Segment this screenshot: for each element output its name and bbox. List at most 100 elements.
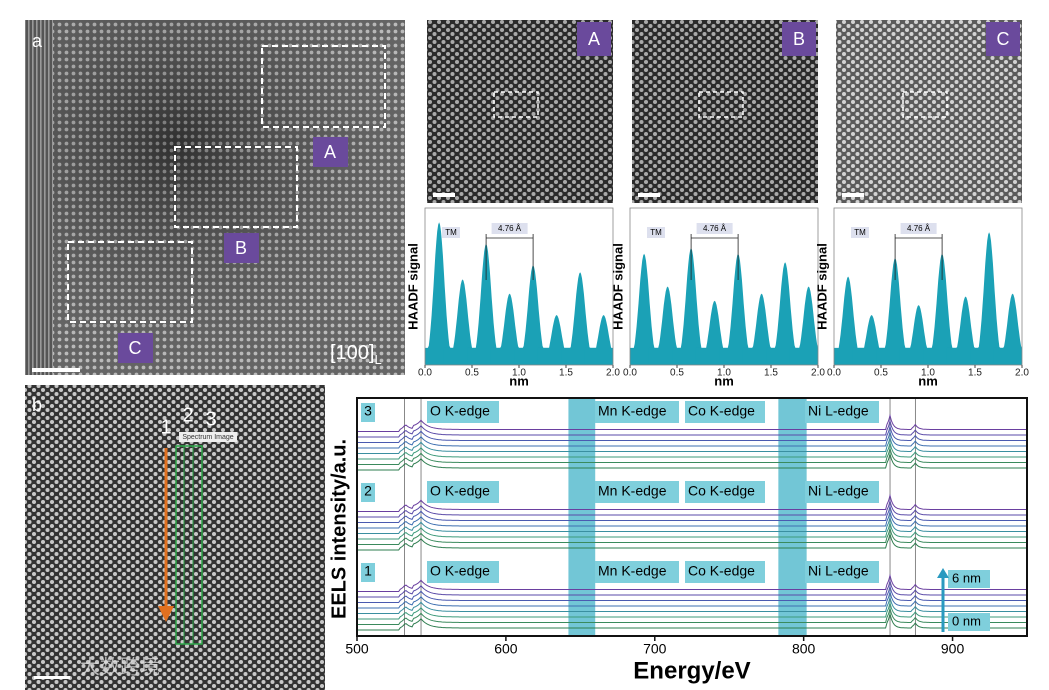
- depth-label: 6 nm: [952, 570, 981, 585]
- zone-axis: [100]L: [330, 342, 382, 367]
- profile-peak: [514, 265, 552, 365]
- edge-tag: [685, 401, 765, 423]
- edge-label: O K-edge: [430, 563, 490, 579]
- x-tick-label: 1.5: [968, 368, 982, 379]
- x-tick-label: 1.0: [512, 368, 526, 379]
- x-tick-label: 0.0: [623, 368, 637, 379]
- edge-tag: [805, 401, 879, 423]
- depth-tag: [948, 613, 990, 631]
- inset-box: [493, 91, 539, 118]
- panel-a-image: a A B C [100]L: [25, 20, 405, 375]
- y-axis-label: HAADF signal: [610, 243, 625, 330]
- spacing-tag: [900, 223, 937, 234]
- watermark: 大数跨境: [80, 655, 160, 678]
- depth-label: 0 nm: [952, 613, 981, 628]
- spacing-tag: [491, 223, 528, 234]
- tm-tag: [647, 227, 665, 238]
- x-tick-label: 800: [792, 641, 816, 657]
- spectrum: [357, 499, 1027, 518]
- edge-label: Mn K-edge: [598, 483, 667, 499]
- x-tick-label: 2.0: [1015, 368, 1029, 379]
- panel-label: b: [32, 395, 42, 415]
- spectrum: [357, 590, 1027, 609]
- scale-bar: [638, 193, 660, 197]
- profile-peak: [467, 243, 505, 365]
- tm-tag: [851, 227, 869, 238]
- inset-box: [902, 91, 948, 118]
- profile-peak: [672, 248, 710, 365]
- x-tick-label: 0.5: [670, 368, 684, 379]
- profile-peak: [719, 253, 757, 365]
- region-label: B: [235, 238, 247, 258]
- x-tick-label: 1.5: [764, 368, 778, 379]
- profile-peak: [490, 293, 529, 365]
- scale-bar: [433, 193, 455, 197]
- spectrum: [357, 579, 1027, 598]
- inset-label: A: [588, 29, 600, 49]
- group-label: 1: [364, 563, 372, 579]
- x-tick-label: 2.0: [811, 368, 825, 379]
- spectrum: [357, 441, 1027, 460]
- panel-b-image: b 1 2 3 Spectrum Image 大数跨境: [25, 385, 325, 690]
- profile-peak: [648, 286, 687, 365]
- x-tick-label: 0.0: [418, 368, 432, 379]
- group-label: 2: [364, 483, 372, 499]
- x-axis-label: nm: [714, 373, 734, 388]
- column-label: 3: [205, 408, 216, 430]
- region-label: C: [129, 338, 142, 358]
- tm-label: TM: [445, 228, 457, 237]
- profile-peak: [946, 296, 985, 365]
- edge-tag: [427, 481, 499, 503]
- edge-label: Ni L-edge: [808, 403, 869, 419]
- spacing-label: 4.76 Å: [907, 224, 931, 233]
- spectrum: [357, 601, 1027, 620]
- spectrum: [357, 419, 1027, 438]
- spectrum: [357, 452, 1027, 471]
- x-tick-label: 900: [941, 641, 965, 657]
- x-tick-label: 600: [494, 641, 518, 657]
- y-axis-label: EELS intensity/a.u.: [328, 439, 350, 619]
- eels-chart: 3 O K-edge Mn K-edge Co K-edge Ni L-edge 2 O K…: [328, 397, 1028, 684]
- scale-bar: [842, 193, 864, 197]
- tm-label: TM: [854, 228, 866, 237]
- region-label: A: [324, 142, 336, 162]
- edge-band: [568, 398, 596, 636]
- spectrum: [357, 573, 1027, 592]
- profile-peak: [425, 222, 458, 365]
- profile-peak: [584, 315, 613, 365]
- x-axis-label: nm: [509, 373, 529, 388]
- column-label: 1: [160, 416, 171, 438]
- edge-tag: [427, 561, 499, 583]
- edge-label: Ni L-edge: [808, 563, 869, 579]
- profile-peak: [876, 258, 914, 365]
- edge-label: Co K-edge: [688, 483, 755, 499]
- edge-label: O K-edge: [430, 403, 490, 419]
- inset-label: B: [793, 29, 805, 49]
- edge-tag: [685, 561, 765, 583]
- x-tick-label: 1.0: [717, 368, 731, 379]
- x-tick-label: 1.0: [921, 368, 935, 379]
- spacing-label: 4.76 Å: [703, 224, 727, 233]
- edge-label: Mn K-edge: [598, 563, 667, 579]
- profile-peak: [766, 262, 804, 365]
- zone-axis-text: [100]: [330, 342, 374, 364]
- profile-peak: [630, 253, 663, 365]
- tm-label: TM: [650, 228, 662, 237]
- edge-tag: [805, 481, 879, 503]
- edge-tag: [805, 561, 879, 583]
- x-axis-label: Energy/eV: [633, 657, 750, 684]
- x-tick-label: 1.5: [559, 368, 573, 379]
- group-tag: [361, 483, 375, 502]
- profile-peak: [923, 253, 961, 365]
- edge-tag: [595, 561, 679, 583]
- spectrum: [357, 526, 1027, 545]
- inset-label: C: [997, 29, 1010, 49]
- inset-box: [698, 91, 744, 118]
- spacing-label: 4.76 Å: [498, 224, 522, 233]
- x-tick-label: 500: [345, 641, 369, 657]
- inset-tag: [986, 22, 1020, 56]
- spectrum: [357, 521, 1027, 540]
- spectrum: [357, 595, 1027, 614]
- group-tag: [361, 403, 375, 422]
